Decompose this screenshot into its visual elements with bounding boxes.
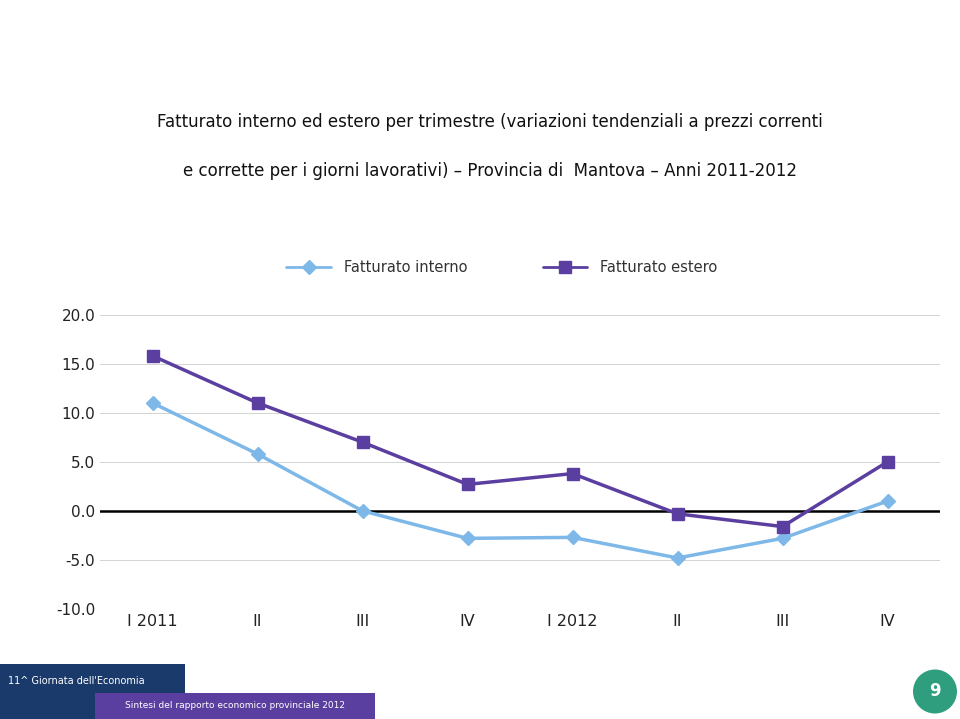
Circle shape (913, 669, 957, 713)
Text: Sintesi del rapporto economico provinciale 2012: Sintesi del rapporto economico provincia… (125, 702, 345, 710)
Text: Fatturato estero: Fatturato estero (600, 260, 717, 275)
Text: Fatturato interno: Fatturato interno (344, 260, 468, 275)
Text: L’industria manifatturiera: L’industria manifatturiera (239, 24, 721, 57)
Text: 11^ Giornata dell'Economia: 11^ Giornata dell'Economia (8, 676, 145, 686)
Bar (95, 693, 375, 719)
Text: Fatturato interno ed estero per trimestre (variazioni tendenziali a prezzi corre: Fatturato interno ed estero per trimestr… (156, 113, 823, 131)
Bar (0, 664, 185, 719)
Text: e corrette per i giorni lavorativi) – Provincia di  Mantova – Anni 2011-2012: e corrette per i giorni lavorativi) – Pr… (182, 162, 797, 180)
Text: 9: 9 (929, 682, 941, 700)
